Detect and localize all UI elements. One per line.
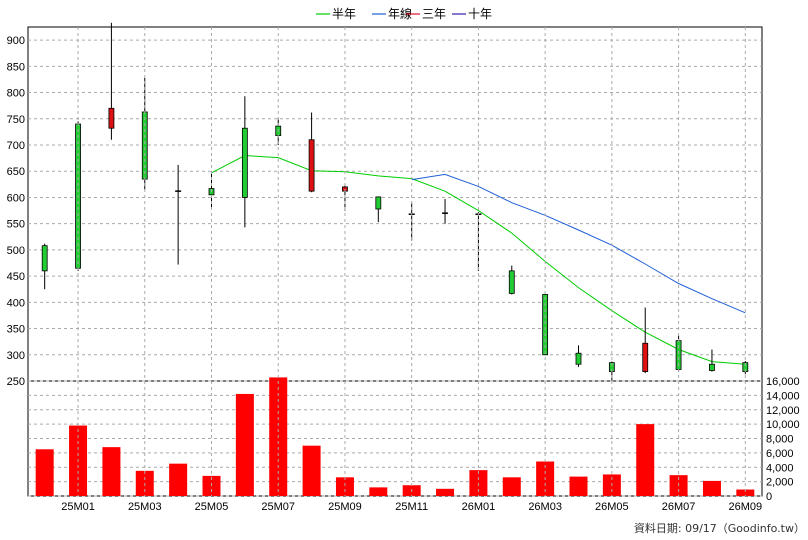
price-tick-label: 700 bbox=[7, 140, 25, 152]
x-tick-label: 26M01 bbox=[462, 501, 496, 513]
volume-tick-label: 2,000 bbox=[766, 477, 794, 489]
price-panel: 250 300 350 400 450 500 550 600 650 700 750 800 850 9… bbox=[7, 22, 763, 388]
footer-note: 資料日期: 09/17（Goodinfo.tw） bbox=[634, 521, 805, 535]
candle-body bbox=[508, 270, 515, 294]
price-tick-label: 900 bbox=[7, 35, 25, 47]
x-tick-label: 25M11 bbox=[395, 501, 428, 513]
price-tick-label: 450 bbox=[7, 271, 25, 283]
price-tick-label: 850 bbox=[7, 61, 25, 73]
ma-line bbox=[211, 154, 746, 365]
x-tick-label: 25M01 bbox=[61, 501, 95, 513]
candlestick bbox=[175, 164, 182, 265]
volume-bar bbox=[569, 476, 588, 496]
candlestick bbox=[41, 243, 48, 290]
candle-body bbox=[241, 127, 248, 198]
price-tick-label: 750 bbox=[7, 114, 25, 126]
legend-label-halfyear: 半年 bbox=[332, 7, 356, 21]
price-tick-label: 400 bbox=[7, 297, 25, 309]
x-tick-label: 25M09 bbox=[328, 501, 362, 513]
x-tick-label: 25M03 bbox=[128, 501, 162, 513]
candlestick bbox=[375, 196, 382, 223]
price-tick-label: 350 bbox=[7, 324, 25, 336]
legend-label-year: 年線 bbox=[388, 6, 412, 21]
volume-bar bbox=[302, 445, 321, 496]
candlestick bbox=[709, 349, 715, 372]
x-tick-label: 26M03 bbox=[528, 501, 562, 513]
candle-body bbox=[108, 107, 115, 129]
candlestick bbox=[308, 112, 315, 193]
price-tick-label: 500 bbox=[7, 245, 25, 257]
volume-bar bbox=[369, 487, 388, 496]
x-tick-label: 25M05 bbox=[195, 501, 229, 513]
x-tick-label: 26M05 bbox=[595, 501, 629, 513]
x-tick-label: 25M07 bbox=[261, 501, 295, 513]
candlestick bbox=[575, 345, 582, 367]
candlestick bbox=[241, 96, 248, 228]
volume-tick-label: 8,000 bbox=[766, 434, 794, 446]
volume-bar bbox=[736, 489, 755, 496]
volume-tick-label: 10,000 bbox=[766, 419, 800, 431]
candle-body bbox=[575, 352, 582, 365]
candle-body bbox=[709, 363, 715, 371]
volume-tick-label: 4,000 bbox=[766, 462, 794, 474]
candle-body bbox=[308, 139, 315, 192]
volume-tick-label: 0 bbox=[766, 491, 772, 503]
volume-bar bbox=[169, 463, 188, 496]
volume-tick-label: 12,000 bbox=[766, 405, 800, 417]
chart-legend: 半年 年線 三年 十年 bbox=[316, 6, 492, 21]
volume-bar bbox=[102, 447, 121, 496]
candlestick bbox=[642, 307, 649, 374]
price-tick-label: 250 bbox=[7, 376, 25, 388]
volume-tick-label: 14,000 bbox=[766, 390, 800, 402]
candlestick bbox=[442, 199, 449, 224]
price-tick-label: 800 bbox=[7, 88, 25, 100]
candle-body bbox=[41, 245, 48, 272]
volume-panel: 0 2,000 4,000 6,000 8,000 10,000 12,000 14,000 1… bbox=[27, 376, 800, 503]
candlestick bbox=[508, 265, 515, 295]
candle-body bbox=[141, 111, 148, 180]
legend-label-tenyear: 十年 bbox=[468, 7, 492, 21]
legend-label-threeyear: 三年 bbox=[422, 7, 446, 21]
candlestick bbox=[108, 22, 115, 140]
volume-bar bbox=[335, 477, 354, 496]
candle-body bbox=[642, 342, 649, 372]
price-tick-label: 550 bbox=[7, 219, 25, 231]
x-tick-label: 26M09 bbox=[728, 501, 762, 513]
x-axis: 25M01 25M03 25M05 25M07 25M09 25M11 26M01 26M03… bbox=[61, 27, 762, 513]
ma-line bbox=[411, 173, 746, 314]
candle-body bbox=[375, 196, 382, 210]
volume-bar bbox=[502, 477, 521, 496]
volume-bar bbox=[35, 449, 54, 496]
volume-tick-label: 16,000 bbox=[766, 376, 800, 388]
price-tick-label: 650 bbox=[7, 166, 25, 178]
price-plot-frame bbox=[27, 26, 763, 382]
volume-bar bbox=[235, 393, 254, 496]
price-tick-label: 300 bbox=[7, 350, 25, 362]
volume-bar bbox=[636, 424, 655, 496]
volume-tick-label: 6,000 bbox=[766, 448, 794, 460]
candle-body bbox=[542, 294, 549, 356]
volume-bar bbox=[702, 480, 721, 496]
x-tick-label: 26M07 bbox=[662, 501, 696, 513]
volume-bar bbox=[436, 488, 455, 496]
price-tick-label: 600 bbox=[7, 192, 25, 204]
